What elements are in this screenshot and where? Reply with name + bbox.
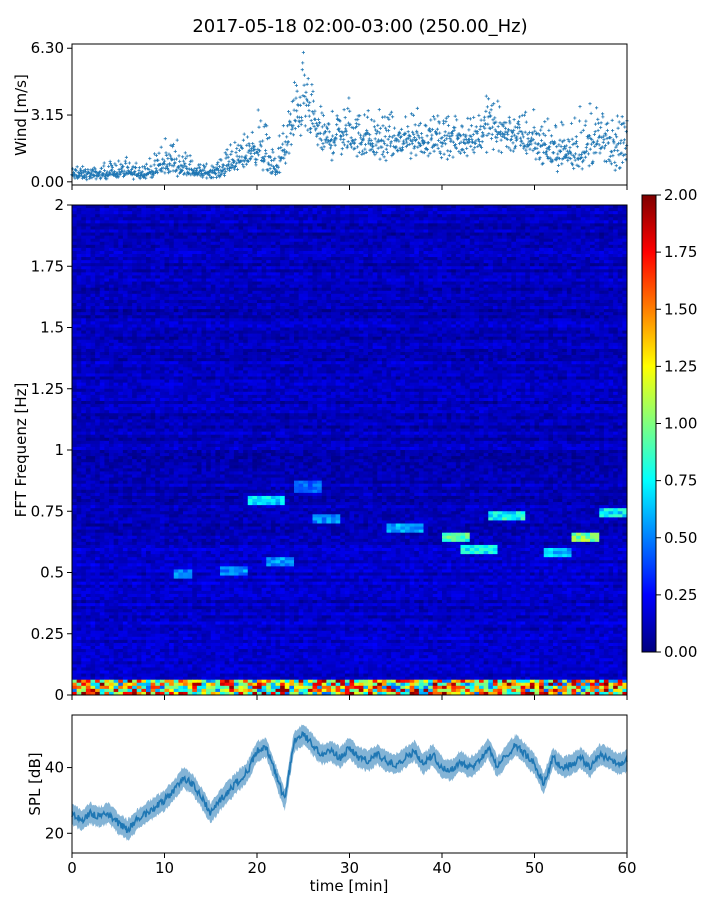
- spl-x-tick-label: 60: [617, 859, 636, 877]
- colorbar-tick-label: 1.75: [664, 243, 697, 261]
- spl-y-axis-label: SPL [dB]: [26, 752, 44, 815]
- spl-x-tick-label: 10: [155, 859, 174, 877]
- spectrogram-x-ticks: [71, 695, 628, 700]
- colorbar-ticks: 0.00 0.25 0.50 0.75 1.00 1.25 1.50 1.75 2.00: [656, 186, 697, 661]
- spl-y-tick-label: 40: [45, 759, 64, 777]
- spectrogram-image: [72, 205, 628, 696]
- colorbar-gradient: [642, 195, 656, 652]
- wind-y-tick-label: 6.30: [31, 39, 64, 57]
- spectrogram-y-tick-label: 1.5: [40, 319, 64, 337]
- spl-y-tick-label: 20: [45, 824, 64, 842]
- colorbar-tick-label: 1.00: [664, 415, 697, 433]
- colorbar-tick-label: 1.50: [664, 300, 697, 318]
- spl-x-tick-label: 0: [67, 859, 77, 877]
- wind-y-ticks: 0.00 3.15 6.30: [31, 39, 72, 191]
- colorbar: 0.00 0.25 0.50 0.75 1.00 1.25 1.50 1.75 2.00: [641, 186, 697, 661]
- wind-y-axis-label: Wind [m/s]: [12, 74, 30, 156]
- spectrogram-panel: 0 0.25 0.5 0.75 1 1.25 1.5 1.75 2 FFT Frequenz […: [12, 196, 628, 704]
- colorbar-tick-label: 0.25: [664, 586, 697, 604]
- spectrogram-y-tick-label: 0.75: [31, 502, 64, 520]
- colorbar-tick-label: 1.25: [664, 357, 697, 375]
- wind-y-tick-label: 3.15: [31, 106, 64, 124]
- wind-panel: 0.00 3.15 6.30 Wind [m/s]: [12, 39, 629, 191]
- wind-scatter-points: [70, 50, 629, 182]
- colorbar-tick-label: 0.50: [664, 529, 697, 547]
- spectrogram-y-axis-label: FFT Frequenz [Hz]: [12, 383, 30, 518]
- spectrogram-y-tick-label: 0: [54, 686, 64, 704]
- spectrogram-y-tick-label: 1.25: [31, 380, 64, 398]
- spectrogram-y-tick-label: 2: [54, 196, 64, 214]
- colorbar-tick-label: 2.00: [664, 186, 697, 204]
- spectrogram-y-tick-label: 0.5: [40, 564, 64, 582]
- colorbar-tick-label: 0.75: [664, 472, 697, 490]
- figure-title: 2017-05-18 02:00-03:00 (250.00_Hz): [192, 16, 527, 37]
- spectrogram-y-ticks: 0 0.25 0.5 0.75 1 1.25 1.5 1.75 2: [31, 196, 72, 704]
- wind-x-ticks: [71, 185, 628, 190]
- spl-x-ticks: 0 10 20 30 40 50 60: [67, 853, 637, 877]
- wind-data-points: [70, 50, 629, 182]
- wind-y-tick-label: 0.00: [31, 173, 64, 191]
- spl-x-tick-label: 40: [432, 859, 451, 877]
- colorbar-tick-label: 0.00: [664, 643, 697, 661]
- spl-series-line: [71, 731, 628, 834]
- spl-x-tick-label: 50: [525, 859, 544, 877]
- spectrogram-y-tick-label: 1.75: [31, 257, 64, 275]
- spectrogram-y-tick-label: 0.25: [31, 625, 64, 643]
- spl-x-axis-label: time [min]: [310, 877, 389, 895]
- spl-x-tick-label: 30: [340, 859, 359, 877]
- spl-x-tick-label: 20: [247, 859, 266, 877]
- spectrogram-y-tick-label: 1: [54, 441, 64, 459]
